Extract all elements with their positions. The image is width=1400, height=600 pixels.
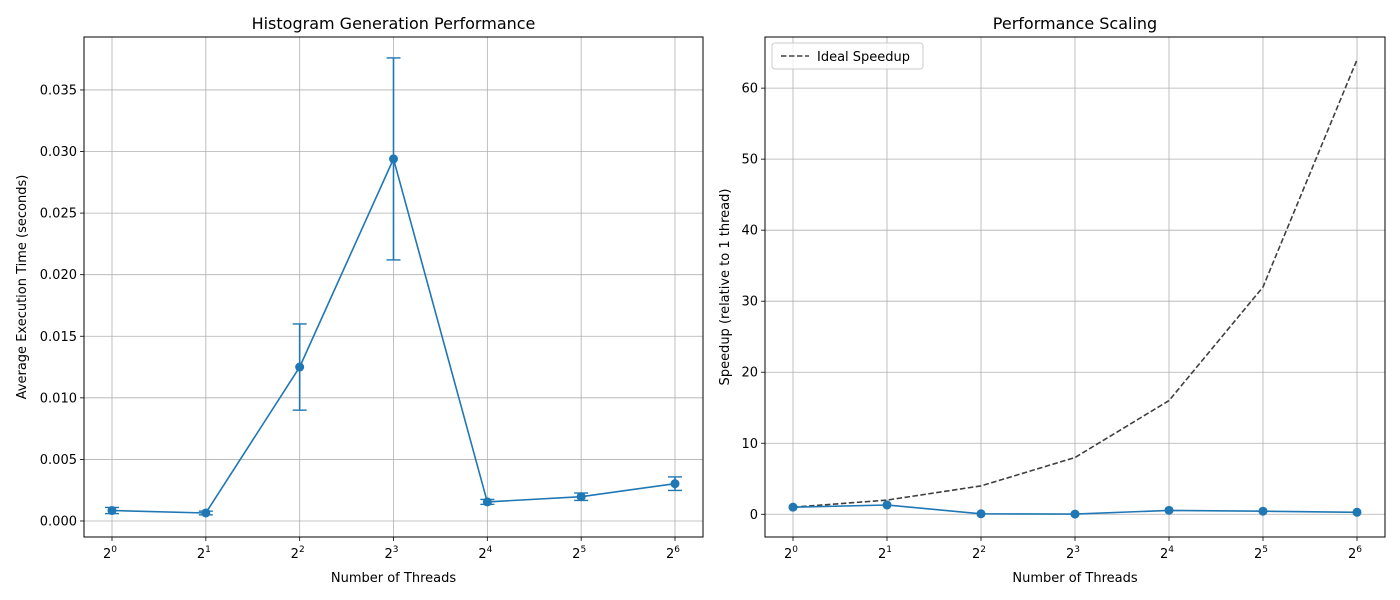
left-x-tick-label: 24 (478, 545, 492, 562)
left-chart-panel: Histogram Generation Performance 20 21 22 2… (15, 14, 704, 586)
left-x-tick-label: 21 (197, 545, 211, 562)
right-x-axis-label: Number of Threads (1012, 571, 1137, 586)
right-y-tick-label: 20 (741, 366, 758, 381)
right-chart-title: Performance Scaling (993, 14, 1157, 33)
right-x-axis-ticks: 20 21 22 23 24 25 26 (784, 537, 1362, 562)
right-data-point (882, 500, 892, 510)
right-data-point (1352, 507, 1362, 517)
left-y-axis-label: Average Execution Time (seconds) (15, 175, 30, 400)
left-data-point (295, 362, 305, 372)
left-data-point (482, 497, 492, 507)
right-y-tick-label: 50 (741, 153, 758, 168)
left-x-axis-ticks: 20 21 22 23 24 25 26 (103, 537, 680, 562)
legend: Ideal Speedup (771, 42, 924, 70)
left-y-tick-label: 0.030 (40, 145, 77, 160)
left-y-tick-label: 0.015 (40, 330, 77, 345)
left-gridlines (84, 37, 703, 537)
left-y-tick-label: 0.010 (40, 391, 77, 406)
left-y-tick-label: 0.020 (40, 268, 77, 283)
right-x-tick-label: 22 (972, 545, 986, 562)
right-y-axis-ticks: 0 10 20 30 40 50 60 (741, 82, 765, 523)
right-plot-area (788, 59, 1362, 519)
left-data-point (389, 154, 398, 164)
left-y-tick-label: 0.000 (40, 514, 77, 529)
left-x-axis-label: Number of Threads (331, 571, 456, 586)
left-x-tick-label: 26 (666, 545, 680, 562)
left-y-tick-label: 0.035 (40, 83, 77, 98)
right-data-point (788, 502, 798, 512)
left-x-tick-label: 20 (103, 545, 117, 562)
left-chart-title: Histogram Generation Performance (252, 14, 536, 33)
left-x-tick-label: 25 (572, 545, 586, 562)
left-x-tick-label: 23 (384, 545, 398, 562)
right-x-tick-label: 25 (1254, 545, 1268, 562)
left-data-point (201, 508, 211, 518)
left-data-point (670, 479, 680, 489)
right-x-tick-label: 23 (1066, 545, 1080, 562)
legend-entry-ideal-speedup: Ideal Speedup (817, 50, 910, 65)
right-y-tick-label: 60 (741, 82, 758, 97)
right-x-tick-label: 26 (1348, 545, 1362, 562)
right-data-point (1070, 509, 1080, 519)
right-x-tick-label: 21 (878, 545, 892, 562)
left-y-axis-ticks: 0.000 0.005 0.010 0.015 0.020 0.025 0.030 0.035 (40, 83, 84, 529)
right-data-point (1258, 506, 1268, 516)
right-data-point (976, 509, 986, 519)
right-ideal-speedup-line (792, 59, 1358, 508)
right-y-tick-label: 40 (741, 224, 758, 239)
right-y-tick-label: 10 (741, 437, 758, 452)
left-data-point (107, 506, 117, 516)
left-y-tick-label: 0.005 (40, 453, 77, 468)
right-y-tick-label: 30 (741, 295, 758, 310)
legend-box (771, 42, 924, 70)
right-data-point (1164, 505, 1174, 515)
right-y-tick-label: 0 (750, 508, 758, 523)
right-chart-panel: Performance Scaling 20 21 22 23 24 25 26 0 10 20… (718, 14, 1386, 586)
left-plot-area (105, 57, 682, 518)
right-y-axis-label: Speedup (relative to 1 thread) (718, 189, 733, 386)
right-x-tick-label: 24 (1160, 545, 1174, 562)
left-x-tick-label: 22 (291, 545, 305, 562)
right-x-tick-label: 20 (784, 545, 798, 562)
left-data-point (576, 492, 586, 502)
left-y-tick-label: 0.025 (40, 207, 77, 222)
